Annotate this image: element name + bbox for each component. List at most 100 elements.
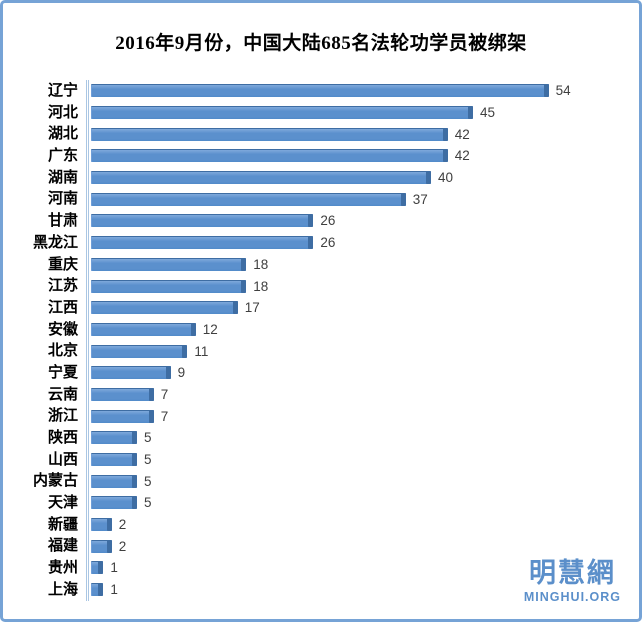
bar-row: 甘肃 26 <box>14 210 631 232</box>
plot-area: 42 <box>86 145 631 167</box>
value-label: 45 <box>480 105 496 121</box>
bar <box>91 214 314 228</box>
bar-row: 北京 11 <box>14 340 631 362</box>
category-label: 广东 <box>47 147 78 165</box>
plot-area: 7 <box>86 405 631 427</box>
bar-3d-cap <box>308 236 314 250</box>
value-label: 5 <box>144 452 152 468</box>
value-label: 1 <box>110 560 118 576</box>
bar-row: 浙江 7 <box>14 405 631 427</box>
bar <box>91 171 431 185</box>
category-label: 宁夏 <box>47 363 78 381</box>
bar-3d-cap <box>98 583 104 597</box>
plot-area: 5 <box>86 492 631 514</box>
bar-3d-cap <box>442 127 448 141</box>
plot-area: 45 <box>86 101 631 124</box>
plot-area: 9 <box>86 361 631 384</box>
bar-3d-cap <box>232 301 238 315</box>
category-label: 贵州 <box>47 559 78 577</box>
bar-row: 河南 37 <box>14 188 631 211</box>
bar-row: 湖北 42 <box>14 123 631 146</box>
value-label: 2 <box>118 517 127 533</box>
bar <box>91 344 188 358</box>
bar-3d-cap <box>308 214 314 228</box>
bar-3d-cap <box>241 279 247 293</box>
bar-row: 福建 2 <box>14 535 631 558</box>
bar-row: 天津 5 <box>14 492 631 514</box>
bar-chart: 辽宁 54 河北 45 湖北 42 广东 42 湖南 40 河南 37 甘肃 26 黑龙江 26 重庆 18 江苏 1… <box>14 80 631 601</box>
bar-3d-cap <box>132 474 137 488</box>
category-label: 江西 <box>47 298 78 316</box>
plot-area: 1 <box>86 578 631 601</box>
category-label: 内蒙古 <box>32 472 78 490</box>
value-label: 26 <box>320 235 336 251</box>
bar-row: 江西 17 <box>14 296 631 319</box>
bar <box>91 149 448 163</box>
value-label: 5 <box>144 430 152 446</box>
bar <box>91 106 473 120</box>
category-label: 辽宁 <box>47 82 78 99</box>
bar <box>91 518 112 532</box>
bar <box>91 301 238 315</box>
bar-row: 云南 7 <box>14 383 631 406</box>
bar <box>91 453 137 467</box>
bar <box>91 387 154 401</box>
bar <box>91 236 314 250</box>
bar <box>91 84 549 98</box>
category-label: 新疆 <box>47 515 78 533</box>
value-label: 18 <box>253 278 269 294</box>
bar-row: 贵州 1 <box>14 557 631 579</box>
bar-row: 上海 1 <box>14 578 631 601</box>
plot-area: 26 <box>86 231 631 254</box>
bar-3d-cap <box>98 561 104 575</box>
bar <box>91 279 247 293</box>
bar-3d-cap <box>543 84 549 98</box>
category-label: 云南 <box>47 385 78 403</box>
category-label: 湖南 <box>47 168 78 186</box>
category-label: 福建 <box>47 537 78 555</box>
value-label: 26 <box>320 213 336 229</box>
bar-row: 宁夏 9 <box>14 361 631 384</box>
category-label: 浙江 <box>47 407 78 425</box>
plot-area: 40 <box>86 166 631 189</box>
plot-area: 11 <box>86 340 631 362</box>
plot-area: 5 <box>86 470 631 493</box>
value-label: 17 <box>244 300 260 316</box>
value-label: 54 <box>555 83 571 99</box>
bar <box>91 539 112 553</box>
bar <box>91 366 171 380</box>
bar-3d-cap <box>132 496 137 510</box>
bar-3d-cap <box>148 387 154 401</box>
plot-area: 42 <box>86 123 631 146</box>
value-label: 7 <box>160 386 169 402</box>
value-label: 12 <box>202 321 218 337</box>
bar-3d-cap <box>400 192 406 206</box>
bar-row: 新疆 2 <box>14 513 631 536</box>
bar-3d-cap <box>426 171 431 185</box>
bar <box>91 127 448 141</box>
value-label: 9 <box>177 365 186 381</box>
category-label: 河北 <box>47 103 78 121</box>
plot-area: 26 <box>86 210 631 232</box>
category-label: 黑龙江 <box>32 233 78 251</box>
bar-row: 湖南 40 <box>14 166 631 189</box>
watermark-chinese-text: 明慧網 <box>528 558 616 589</box>
plot-area: 1 <box>86 557 631 579</box>
bar-row: 重庆 18 <box>14 253 631 276</box>
value-label: 11 <box>194 343 209 359</box>
plot-area: 37 <box>86 188 631 211</box>
bar-3d-cap <box>132 431 137 445</box>
bar-3d-cap <box>190 322 196 336</box>
bar-row: 山西 5 <box>14 448 631 471</box>
bar <box>91 409 154 423</box>
value-label: 2 <box>118 538 127 554</box>
minghui-watermark: 明慧網 MINGHUI.ORG <box>524 558 621 605</box>
category-label: 北京 <box>47 342 78 360</box>
value-label: 42 <box>454 126 470 142</box>
plot-area: 54 <box>86 80 631 102</box>
plot-area: 7 <box>86 383 631 406</box>
plot-area: 5 <box>86 448 631 471</box>
value-label: 40 <box>438 170 454 186</box>
bar <box>91 561 104 575</box>
